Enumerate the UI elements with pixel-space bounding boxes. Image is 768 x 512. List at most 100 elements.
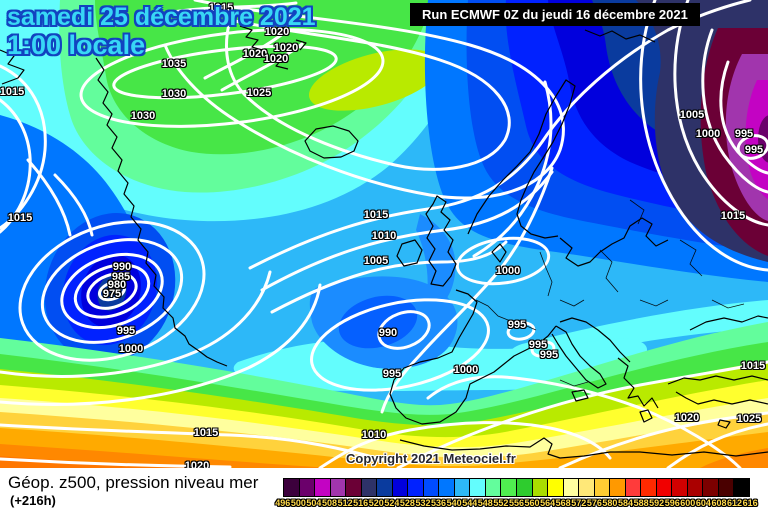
pressure-label: 1005: [679, 109, 705, 121]
pressure-label: 1020: [263, 53, 289, 65]
coastlines: [0, 25, 768, 459]
color-scale-cell: [624, 478, 642, 497]
color-scale-cell: [345, 478, 362, 497]
color-scale-value: 616: [742, 498, 758, 508]
color-scale-cell: [376, 478, 393, 497]
pressure-label: 1000: [118, 343, 144, 355]
pressure-label: 990: [378, 327, 398, 339]
color-scale-value: 572: [571, 498, 587, 508]
color-scale-cell: [671, 478, 688, 497]
color-scale-cell: [733, 478, 750, 497]
pressure-label: 1015: [740, 360, 766, 372]
pressure-label: 1025: [246, 87, 272, 99]
color-scale-cell: [515, 478, 533, 497]
color-scale-cell: [298, 478, 316, 497]
color-scale-cell: [500, 478, 517, 497]
color-scale-cell: [484, 478, 502, 497]
pressure-label: 995: [507, 319, 527, 331]
pressure-contours: [0, 0, 768, 468]
color-scale-cells: [283, 478, 750, 497]
pressure-label: 1030: [161, 88, 187, 100]
color-scale-value: 524: [384, 498, 400, 508]
pressure-label: 1020: [273, 42, 299, 54]
pressure-label: 985: [111, 271, 131, 283]
color-scale-cell: [469, 478, 486, 497]
pressure-label: 1015: [363, 209, 389, 221]
weather-map-canvas: [0, 0, 768, 468]
pressure-label: 1000: [495, 265, 521, 277]
color-scale-cell: [453, 478, 471, 497]
color-scale-cell: [407, 478, 424, 497]
pressure-label: 1035: [161, 58, 187, 70]
forecast-lead-time: (+216h): [10, 493, 56, 508]
color-scale-cell: [562, 478, 580, 497]
pressure-label: 1015: [208, 2, 234, 14]
color-scale-value: 516: [353, 498, 369, 508]
weather-map: [0, 0, 768, 468]
color-scale-value: 612: [727, 498, 743, 508]
pressure-label: 1000: [695, 128, 721, 140]
color-scale-value: 580: [602, 498, 618, 508]
color-scale-values: 496 500 504 508 512 516 520 524 528 532 536 540 544 5…: [275, 498, 758, 508]
color-scale-value: 588: [633, 498, 649, 508]
forecast-datetime: samedi 25 décembre 2021 1:00 locale: [7, 4, 316, 60]
color-scale-value: 520: [368, 498, 384, 508]
pressure-label: 1020: [242, 48, 268, 60]
color-scale-value: 576: [586, 498, 602, 508]
forecast-date: samedi 25 décembre 2021: [7, 3, 316, 31]
color-scale-value: 528: [399, 498, 415, 508]
color-scale-value: 556: [508, 498, 524, 508]
color-scale-value: 536: [431, 498, 447, 508]
model-run-info: Run ECMWF 0Z du jeudi 16 décembre 2021: [410, 3, 700, 26]
color-scale-value: 604: [695, 498, 711, 508]
color-scale-cell: [547, 478, 564, 497]
color-scale-cell: [640, 478, 657, 497]
pressure-label: 995: [734, 128, 754, 140]
color-scale-cell: [329, 478, 347, 497]
color-scale-cell: [593, 478, 611, 497]
pressure-label: 1020: [264, 26, 290, 38]
pressure-label: 1030: [130, 110, 156, 122]
pressure-label: 1025: [736, 413, 762, 425]
pressure-label: 1015: [7, 212, 33, 224]
color-scale-cell: [283, 478, 300, 497]
pressure-label: 1015: [0, 86, 25, 98]
country-borders: [475, 199, 745, 387]
color-scale-cell: [360, 478, 378, 497]
color-scale-cell: [686, 478, 704, 497]
pressure-label: 1020: [674, 412, 700, 424]
pressure-label: 995: [539, 349, 559, 361]
color-scale-value: 584: [617, 498, 634, 508]
pressure-label: 1010: [361, 429, 387, 441]
color-scale-cell: [422, 478, 440, 497]
color-scale-value: 496: [275, 498, 291, 508]
pressure-label: 1000: [453, 364, 479, 376]
copyright-notice: Copyright 2021 Meteociel.fr: [346, 451, 516, 466]
color-scale-cell: [717, 478, 735, 497]
color-scale-value: 592: [649, 498, 665, 508]
color-scale-cell: [438, 478, 455, 497]
pressure-label: 990: [112, 261, 132, 273]
color-scale-value: 548: [477, 498, 493, 508]
pressure-label: 1015: [193, 427, 219, 439]
color-scale-value: 544: [462, 498, 478, 508]
pressure-label: 980: [107, 279, 127, 291]
color-scale-cell: [702, 478, 719, 497]
color-scale-value: 512: [337, 498, 353, 508]
map-variable-label: Géop. z500, pression niveau mer: [8, 473, 259, 492]
color-scale-value: 504: [306, 498, 322, 508]
color-scale-value: 532: [415, 498, 431, 508]
pressure-label: 975: [102, 288, 122, 300]
pressure-label: 995: [744, 144, 764, 156]
color-scale-value: 596: [664, 498, 680, 508]
pressure-label: 1010: [371, 230, 397, 242]
color-scale-cell: [531, 478, 549, 497]
forecast-time: 1:00 locale: [7, 30, 146, 60]
color-scale-value: 564: [540, 498, 556, 508]
pressure-label: 995: [528, 339, 548, 351]
color-scale-value: 560: [524, 498, 540, 508]
pressure-label: 995: [116, 325, 136, 337]
color-scale-value: 600: [680, 498, 696, 508]
color-scale-value: 552: [493, 498, 509, 508]
